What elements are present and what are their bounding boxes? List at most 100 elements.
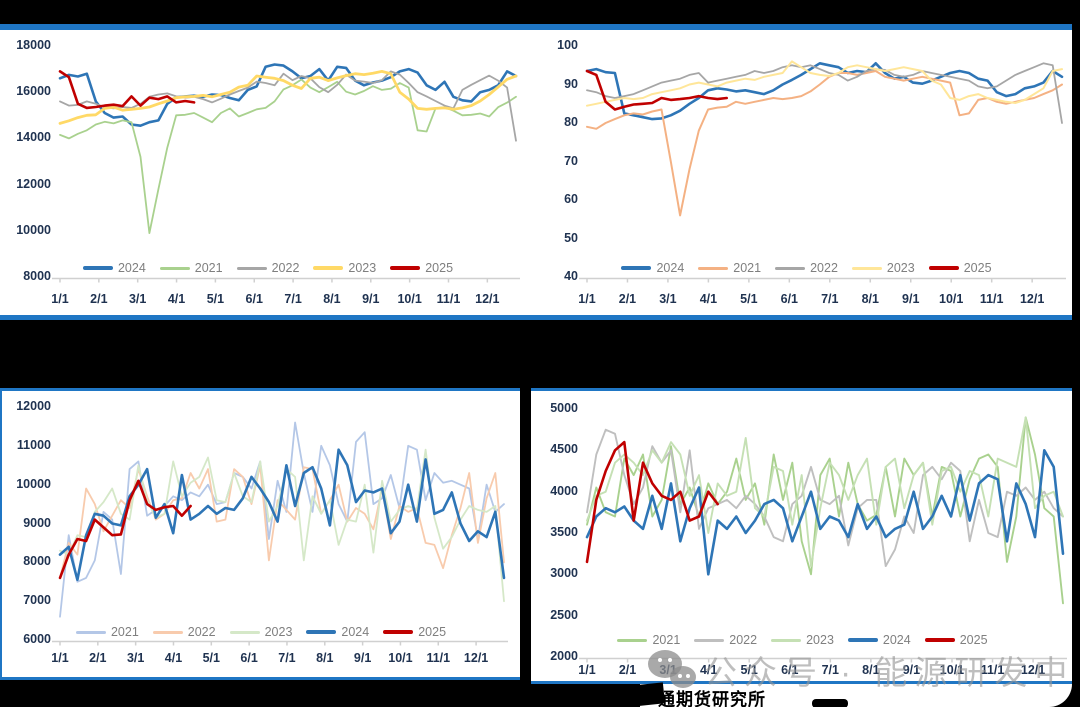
y-tick-label: 12000	[16, 399, 51, 413]
legend-marker	[775, 266, 806, 270]
legend-marker	[617, 638, 648, 642]
legend-label: 2025	[425, 261, 454, 275]
x-tick-label: 9/1	[902, 663, 921, 677]
legend-item-2021: 2021	[159, 261, 223, 275]
right-edge-strip	[1072, 24, 1080, 707]
x-tick-label: 12/1	[1019, 292, 1045, 306]
legend-item-2023: 2023	[313, 261, 376, 275]
legend-marker	[851, 266, 882, 270]
legend: 2021 2022 2023 2024 2025	[2, 625, 520, 639]
legend-label: 2022	[271, 261, 300, 275]
legend-item-2025: 2025	[924, 633, 988, 647]
x-tick-label: 10/1	[397, 292, 422, 306]
legend-item-2021: 2021	[617, 633, 680, 647]
y-tick-label: 4500	[550, 442, 578, 457]
legend: 2024 2021 2022 2023 2025	[10, 261, 526, 275]
series-line-2021	[59, 78, 517, 235]
y-tick-label: 8000	[23, 554, 51, 569]
y-tick-label: 14000	[16, 130, 51, 145]
legend-label: 2023	[264, 625, 293, 639]
legend-item-2022: 2022	[775, 261, 838, 275]
y-tick-label: 16000	[16, 84, 51, 99]
legend-item-2024: 2024	[82, 261, 146, 275]
y-tick-label: 3000	[550, 566, 578, 581]
x-tick-label: 9/1	[902, 292, 920, 306]
legend-label: 2022	[729, 633, 758, 647]
x-tick-label: 10/1	[388, 651, 413, 665]
legend-label: 2023	[348, 261, 377, 275]
y-tick-label: 11000	[16, 437, 51, 452]
y-tick-label: 9000	[23, 515, 51, 530]
legend-label: 2024	[117, 261, 146, 275]
legend-marker	[229, 630, 260, 634]
series-line-2023	[586, 60, 1063, 107]
middle-divider-bar	[0, 315, 1080, 320]
x-tick-label: 3/1	[126, 651, 145, 665]
legend-label: 2025	[963, 261, 992, 275]
x-tick-label: 11/1	[979, 292, 1004, 306]
legend-item-2021: 2021	[75, 625, 139, 639]
x-tick-label: 2/1	[618, 663, 637, 677]
y-tick-label: 3500	[550, 525, 578, 539]
x-tick-label: 6/1	[781, 663, 799, 677]
series-line-2023	[586, 416, 1064, 568]
chart-bottom-left: 6000 7000 8000 9000 10000 11000 12000 1/1 2/1 3/1…	[2, 391, 520, 677]
x-tick-label: 5/1	[202, 651, 220, 665]
legend-marker	[159, 266, 190, 270]
x-tick-label: 1/1	[578, 292, 596, 306]
legend-marker	[236, 266, 267, 270]
series-line-2025	[58, 479, 192, 580]
x-tick-label: 7/1	[821, 663, 839, 677]
watermark-text: 公众号 · 能源研发中心	[704, 654, 1080, 691]
series-line-2023	[59, 448, 505, 603]
series-line-2021	[59, 421, 505, 618]
x-tick-label: 4/1	[699, 663, 718, 677]
series-line-2025	[585, 69, 728, 111]
series-line-2022	[586, 62, 1063, 124]
x-tick-label: 7/1	[821, 292, 839, 306]
x-tick-label: 11/1	[980, 663, 1005, 677]
x-tick-label: 11/1	[426, 651, 451, 665]
x-tick-label: 4/1	[164, 651, 183, 665]
y-tick-label: 18000	[16, 38, 51, 52]
chart-top-right: 40 50 60 70 80 90 100 1/1 2/1 3/1 4/1 5/1 6/1 7/1 8/1 9…	[543, 30, 1070, 315]
legend-marker	[847, 638, 878, 642]
plot-svg	[579, 60, 1066, 283]
y-tick-label: 2000	[550, 649, 578, 663]
x-tick-label: 3/1	[659, 292, 677, 306]
y-tick-label: 50	[564, 230, 578, 245]
series-line-2024	[585, 448, 1065, 576]
series-line-2022	[59, 70, 517, 142]
legend-marker	[82, 266, 113, 270]
x-tick-label: 5/1	[206, 292, 225, 306]
legend-item-2022: 2022	[152, 625, 216, 639]
legend-marker	[313, 266, 344, 270]
x-tick-label: 6/1	[780, 292, 799, 306]
legend-marker	[383, 630, 414, 634]
x-tick-label: 2/1	[90, 292, 108, 306]
x-tick-label: 12/1	[475, 292, 500, 306]
legend-item-2025: 2025	[928, 261, 992, 275]
y-tick-label: 4000	[550, 483, 578, 498]
legend-marker	[928, 266, 959, 270]
legend-item-2025: 2025	[383, 625, 446, 639]
x-tick-label: 1/1	[51, 651, 69, 665]
y-tick-label: 90	[564, 76, 578, 91]
legend-marker	[924, 638, 955, 642]
legend-marker	[75, 630, 106, 634]
legend-item-2022: 2022	[694, 633, 757, 647]
legend-item-2022: 2022	[236, 261, 300, 275]
series-line-2022	[586, 428, 1064, 568]
x-tick-label: 5/1	[740, 663, 758, 677]
legend-item-2025: 2025	[390, 261, 453, 275]
chart-top-left: 8000 10000 12000 14000 16000 18000 1/1 2/1 3/1 4/…	[10, 30, 526, 315]
series-line-2021	[586, 416, 1064, 605]
y-tick-label: 6000	[23, 632, 51, 646]
x-tick-label: 3/1	[128, 292, 147, 306]
top-divider-bar	[0, 24, 1080, 30]
footer-strip: 通期货研究所	[630, 682, 1072, 707]
watermark: 公众号 · 能源研发中心	[648, 646, 1080, 694]
legend-item-2023: 2023	[851, 261, 915, 275]
y-tick-label: 70	[564, 153, 578, 168]
